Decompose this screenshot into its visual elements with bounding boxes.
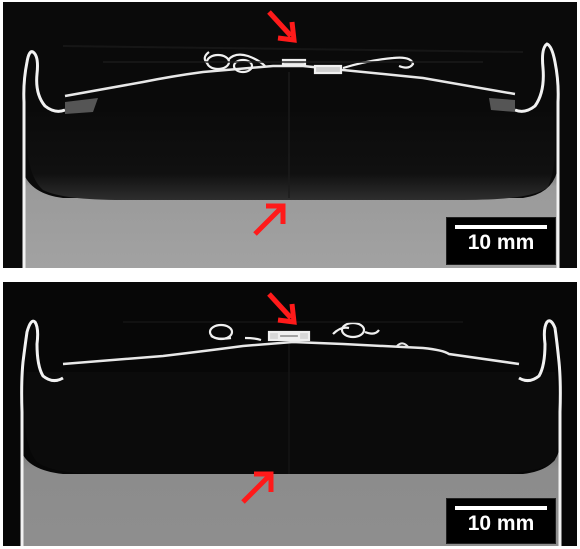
ct-image-bottom: 10 mm [3,282,577,546]
scale-bar-line [455,225,547,229]
container-wall-right [514,42,560,268]
arrow-icon [267,292,297,325]
container-wall-left [22,50,66,268]
ct-scan-top [3,2,577,268]
scale-bar-line [455,506,547,510]
scale-bar: 10 mm [446,498,556,544]
ct-image-top: 10 mm [3,2,577,268]
cavity-region [26,112,556,200]
material-region [23,172,557,268]
lid-seal-right [489,98,515,112]
lid-bump [396,342,410,349]
scale-bar-label: 10 mm [467,231,535,254]
container-wall-left [20,319,64,546]
cavity-region [24,372,560,474]
container-wall-right [518,319,562,546]
scale-bar-label: 10 mm [467,512,535,535]
scale-bar: 10 mm [446,217,556,265]
arrow-icon [253,203,286,236]
lid-seal-left [65,98,98,114]
scan-artifacts [62,45,524,198]
lid-membrane [62,340,520,366]
arrow-icon [241,471,274,504]
arrow-icon [267,10,297,43]
